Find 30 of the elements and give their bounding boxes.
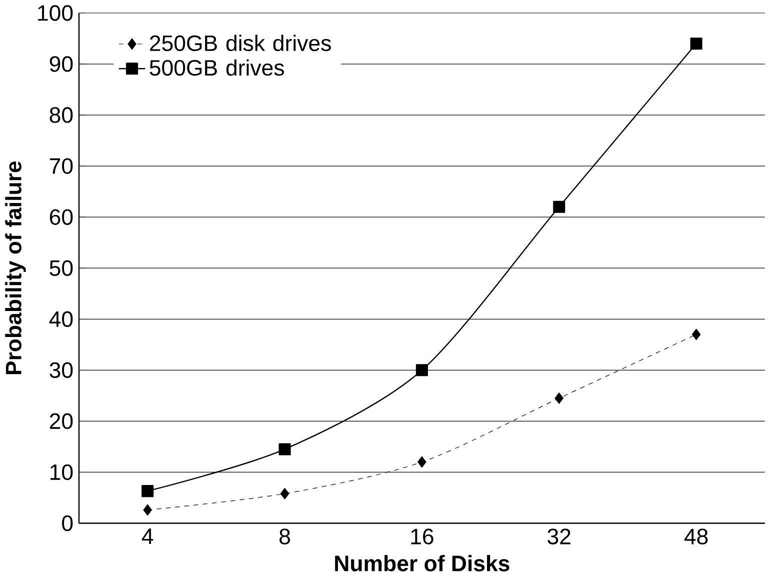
point	[280, 488, 290, 500]
point	[554, 392, 564, 404]
y-tick-label: 0	[62, 515, 73, 531]
point	[143, 504, 152, 516]
y-tick-label: 20	[50, 413, 73, 429]
y-tick-label: 30	[50, 362, 73, 378]
x-tick-label: 32	[548, 528, 570, 544]
x-axis-title: Number of Disks	[335, 554, 510, 572]
x-tick-label: 8	[280, 528, 290, 544]
x-tick-label: 16	[411, 528, 434, 544]
point	[553, 200, 566, 213]
y-tick-label: 90	[50, 56, 73, 72]
x-tick-label: 4	[142, 528, 154, 544]
y-tick-label: 80	[50, 106, 73, 123]
y-tick-label: 100	[38, 4, 73, 21]
y-tick-label: 60	[50, 208, 73, 225]
y-tick-label: 50	[50, 260, 73, 276]
point	[418, 456, 426, 468]
point	[142, 484, 154, 497]
x-tick-label: 48	[684, 528, 708, 544]
y-tick-label: 40	[49, 311, 73, 327]
legend-label: 500GB drives	[150, 59, 284, 76]
y-tick-label: 70	[50, 158, 73, 174]
point	[416, 364, 428, 376]
point	[692, 328, 701, 340]
point	[690, 37, 702, 50]
legend-label: 250GB disk drives	[150, 34, 331, 51]
y-tick-label: 10	[50, 464, 73, 480]
y-axis-title: Probability of failure	[5, 161, 26, 374]
point	[278, 442, 291, 456]
